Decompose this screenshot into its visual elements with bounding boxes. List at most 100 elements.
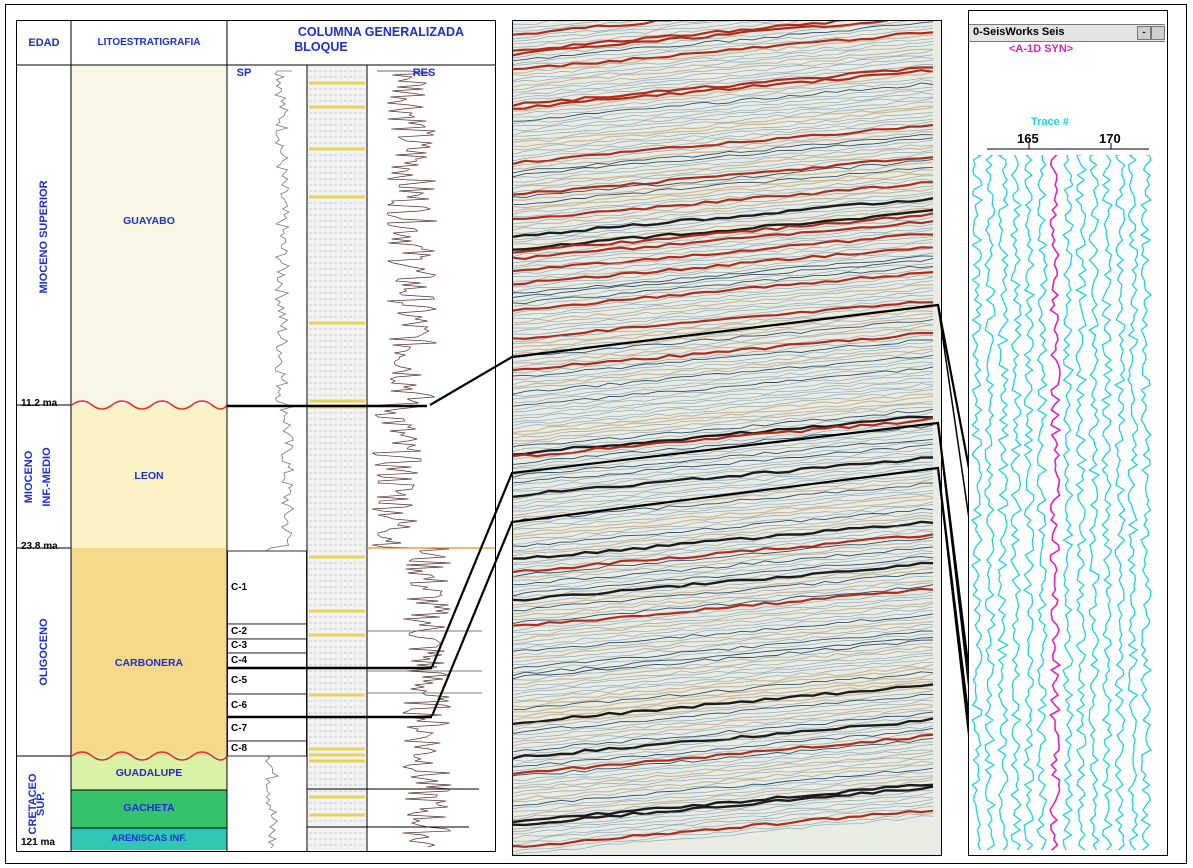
trace-axis bbox=[987, 143, 1149, 150]
seismic-reflector bbox=[513, 763, 934, 803]
seismic-reflector bbox=[513, 21, 814, 48]
seismic-reflector bbox=[513, 191, 934, 231]
seismic-reflector bbox=[513, 21, 601, 29]
member-label: C-3 bbox=[231, 640, 248, 651]
seismic-reflector bbox=[513, 21, 847, 52]
seismic-reflector bbox=[513, 517, 934, 557]
formation-areniscas: ARENISCAS INF. bbox=[111, 833, 187, 844]
seismic-reflector bbox=[513, 220, 934, 261]
seismic-reflector bbox=[513, 101, 934, 141]
seismic-reflector bbox=[513, 212, 934, 254]
seismic-trace bbox=[1088, 155, 1101, 851]
seismic-reflector bbox=[513, 775, 934, 813]
seismic-reflector bbox=[513, 252, 934, 293]
seismic-reflector bbox=[513, 324, 934, 365]
seismic-reflector bbox=[513, 315, 934, 356]
seismic-reflector bbox=[513, 175, 934, 215]
seismic-reflector bbox=[513, 203, 934, 243]
seismic-reflector bbox=[513, 31, 934, 71]
synthetic-seismogram-panel: 0-SeisWorks Seis - <A-1D SYN> Trace # 16… bbox=[968, 10, 1168, 856]
seismic-trace bbox=[1036, 155, 1048, 851]
seismic-reflector bbox=[513, 678, 934, 717]
seismic-reflector bbox=[513, 229, 934, 269]
seismic-reflector bbox=[513, 40, 934, 81]
seismic-trace bbox=[1113, 155, 1126, 851]
seismic-reflector bbox=[513, 248, 934, 288]
seismic-reflector bbox=[513, 112, 934, 151]
seismic-reflector bbox=[513, 166, 934, 206]
seismic-reflector bbox=[513, 227, 934, 267]
age-label-23-8: 23.8 ma bbox=[21, 541, 58, 552]
seismic-reflector bbox=[513, 236, 934, 275]
seismic-reflector bbox=[513, 802, 934, 842]
seismic-reflector bbox=[513, 181, 934, 221]
synthetic-title-text: 0-SeisWorks Seis bbox=[973, 26, 1065, 38]
seismic-reflector bbox=[513, 785, 934, 827]
trace-label-170: 170 bbox=[1099, 131, 1121, 146]
member-box bbox=[227, 740, 307, 757]
seismic-trace bbox=[984, 155, 997, 851]
seismic-reflector bbox=[513, 21, 785, 45]
seismic-reflector bbox=[513, 223, 934, 264]
seismic-reflector bbox=[513, 149, 934, 189]
seismic-trace bbox=[1100, 155, 1114, 851]
seismic-reflector bbox=[513, 96, 934, 136]
member-label: C-2 bbox=[231, 625, 248, 637]
seismic-reflector bbox=[513, 134, 934, 174]
member-label: C-6 bbox=[231, 699, 248, 711]
seismic-reflector bbox=[513, 89, 934, 128]
seismic-reflector bbox=[513, 156, 934, 196]
seismic-reflector bbox=[513, 630, 934, 669]
header-edad: EDAD bbox=[28, 37, 60, 49]
seismic-reflector bbox=[513, 197, 934, 239]
minimize-button[interactable]: - bbox=[1137, 26, 1151, 40]
seismic-reflector bbox=[513, 21, 732, 42]
seismic-reflector bbox=[513, 767, 934, 807]
seismic-reflector bbox=[513, 21, 643, 32]
seismic-reflector bbox=[513, 758, 934, 798]
seismic-reflector bbox=[513, 512, 934, 552]
seismic-reflector bbox=[513, 59, 934, 100]
seismic-reflector bbox=[513, 151, 934, 193]
member-label: C-7 bbox=[231, 723, 248, 734]
seismic-reflector bbox=[513, 34, 934, 74]
seismic-reflector bbox=[513, 185, 934, 225]
formation-gacheta: GACHETA bbox=[123, 802, 175, 814]
member-label: C-5 bbox=[231, 675, 248, 686]
seismic-reflector bbox=[513, 749, 934, 789]
seismic-reflector bbox=[513, 783, 934, 824]
era-cretaceo-2: SUP. bbox=[35, 791, 47, 817]
seismic-reflector bbox=[513, 246, 934, 286]
seismic-reflector bbox=[513, 267, 934, 307]
seismic-reflector bbox=[513, 79, 934, 118]
seismic-reflector bbox=[513, 265, 934, 305]
seismic-reflector bbox=[513, 242, 934, 282]
seismic-reflector bbox=[513, 123, 934, 166]
trace-label-165: 165 bbox=[1017, 131, 1039, 146]
seismic-reflector bbox=[513, 144, 934, 183]
seismic-reflector bbox=[513, 21, 708, 40]
seismic-reflector bbox=[513, 348, 934, 389]
era-mioceno-medio-1: MIOCENO bbox=[23, 450, 35, 504]
seismic-reflector bbox=[513, 21, 673, 36]
seismic-reflector bbox=[513, 92, 934, 132]
seismic-reflector bbox=[513, 114, 934, 155]
seismic-trace bbox=[1061, 155, 1074, 851]
seismic-reflector bbox=[513, 815, 934, 855]
seismic-reflector bbox=[513, 257, 934, 298]
seismic-reflector bbox=[513, 791, 934, 832]
formation-guadalupe: GUADALUPE bbox=[115, 767, 183, 779]
seismic-reflector bbox=[513, 771, 934, 809]
seismic-reflector bbox=[513, 21, 890, 57]
restore-button[interactable] bbox=[1151, 26, 1165, 40]
seismic-reflector bbox=[513, 106, 934, 148]
seismic-reflector bbox=[513, 105, 934, 144]
seismic-reflector bbox=[513, 28, 934, 67]
seismic-reflector bbox=[513, 809, 934, 848]
seismic-reflector bbox=[513, 139, 934, 179]
seismic-reflector bbox=[513, 323, 934, 362]
synthetic-trace bbox=[1049, 155, 1062, 851]
stratigraphic-column-panel: EDAD LITOESTRATIGRAFIA COLUMNA GENERALIZ… bbox=[16, 20, 496, 852]
era-mioceno-superior: MIOCENO SUPERIOR bbox=[38, 180, 50, 294]
seismic-reflector bbox=[513, 82, 934, 122]
